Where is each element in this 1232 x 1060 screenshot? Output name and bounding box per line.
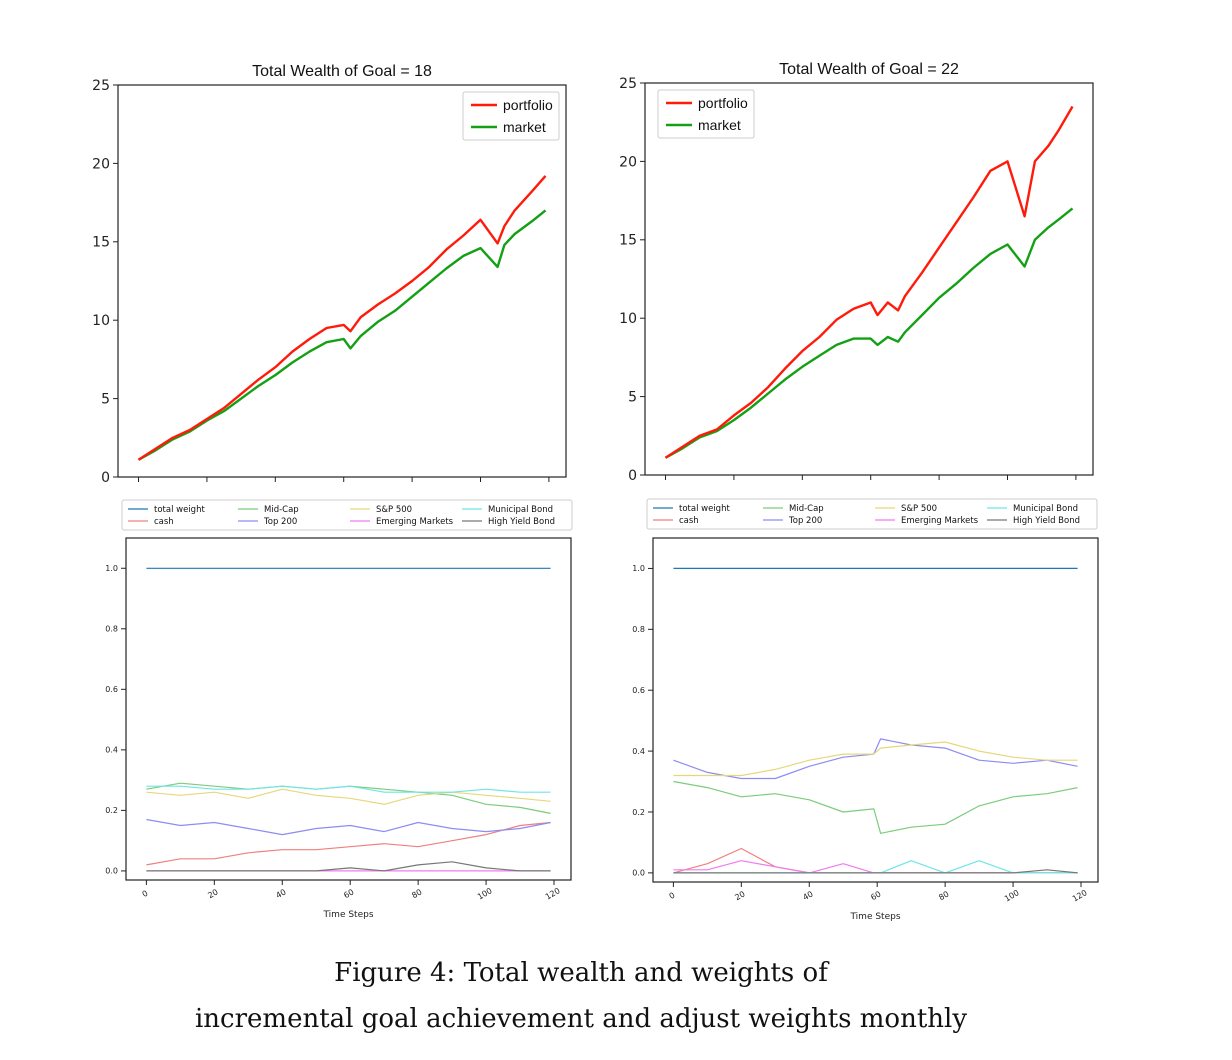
y-tick-label: 0.0 xyxy=(632,869,645,878)
y-tick-label: 0.0 xyxy=(105,867,118,876)
y-tick-label: 15 xyxy=(92,235,110,251)
chart-2: Total Wealth of Goal = 22 0 5 10 15 20 25 portf… xyxy=(619,61,1094,484)
y-tick-label: 15 xyxy=(619,233,637,249)
y-tick-label: 0.2 xyxy=(632,808,645,817)
x-tick-label: 80 xyxy=(410,887,423,900)
series-line-market xyxy=(664,207,1074,459)
y-tick-label: 0.6 xyxy=(632,686,645,695)
x-axis-label: Time Steps xyxy=(849,912,900,922)
y-tick-label: 0 xyxy=(101,470,110,486)
chart-legend: portfolio market xyxy=(462,91,560,141)
legend-label: Mid-Cap xyxy=(789,504,824,514)
legend-label: Municipal Bond xyxy=(488,505,553,515)
legend-label: High Yield Bond xyxy=(1013,516,1080,526)
legend-label: portfolio xyxy=(503,97,553,113)
y-tick-label: 0 xyxy=(628,468,637,484)
y-tick-label: 0.4 xyxy=(632,747,645,756)
y-tick-label: 1.0 xyxy=(105,564,118,573)
chart-4: 0.0 0.2 0.4 0.6 0.8 1.0 0 20 40 60 80 100 120 Time St… xyxy=(632,498,1099,922)
series-line-high-yield-bond xyxy=(146,861,551,872)
y-tick-label: 25 xyxy=(92,78,110,94)
y-tick-label: 0.2 xyxy=(105,806,118,815)
legend-label: Mid-Cap xyxy=(264,505,299,515)
y-tick-label: 10 xyxy=(619,311,637,327)
chart-3: 0.0 0.2 0.4 0.6 0.8 1.0 0 20 40 60 80 100 120 Time St… xyxy=(105,499,573,920)
x-tick-label: 0 xyxy=(141,889,150,899)
x-tick-label: 40 xyxy=(274,887,287,900)
legend-label: S&P 500 xyxy=(376,505,412,515)
legend-box xyxy=(121,499,573,531)
series-line-cash xyxy=(146,821,551,866)
plot-frame xyxy=(125,537,572,881)
plot-frame xyxy=(644,82,1094,476)
y-tick-label: 25 xyxy=(619,76,637,92)
plot-frame xyxy=(117,84,567,478)
x-tick-label: 120 xyxy=(1071,888,1089,903)
series-line-municipal-bond xyxy=(146,785,551,793)
y-tick-label: 5 xyxy=(101,392,110,408)
legend-label: market xyxy=(698,117,741,133)
legend-label: total weight xyxy=(154,505,205,515)
y-tick-label: 0.4 xyxy=(105,746,118,755)
y-tick-label: 0.8 xyxy=(105,625,118,634)
y-tick-label: 10 xyxy=(92,313,110,329)
legend-label: Emerging Markets xyxy=(901,516,979,526)
x-tick-label: 60 xyxy=(869,889,882,902)
y-tick-label: 20 xyxy=(92,156,110,172)
series-line-mid-cap xyxy=(673,780,1078,834)
x-axis-label: Time Steps xyxy=(322,910,373,920)
series-line-cash xyxy=(673,847,1078,874)
series-line-s-p-500 xyxy=(673,741,1078,777)
chart-title: Total Wealth of Goal = 22 xyxy=(779,61,959,78)
y-tick-label: 5 xyxy=(628,390,637,406)
x-tick-label: 80 xyxy=(937,889,950,902)
legend-label: High Yield Bond xyxy=(488,517,555,527)
x-tick-label: 40 xyxy=(801,889,814,902)
chart-legend: portfolio market xyxy=(657,89,755,139)
series-line-top-200 xyxy=(673,738,1078,780)
series-line-portfolio xyxy=(137,175,547,461)
legend-label: cash xyxy=(154,517,174,527)
legend-label: Top 200 xyxy=(788,516,822,526)
chart-1: Total Wealth of Goal = 18 0 5 10 15 20 25 portf… xyxy=(92,63,567,486)
y-tick-label: 20 xyxy=(619,154,637,170)
x-tick-label: 20 xyxy=(733,889,746,902)
series-line-top-200 xyxy=(146,818,551,836)
chart-title: Total Wealth of Goal = 18 xyxy=(252,63,432,80)
y-tick-label: 0.6 xyxy=(105,685,118,694)
x-tick-label: 20 xyxy=(206,887,219,900)
series-line-market xyxy=(137,209,547,461)
figure-canvas: Total Wealth of Goal = 18 0 5 10 15 20 25 portf… xyxy=(92,61,1099,922)
chart-legend: total weight cash Mid-Cap Top 200 S&P 500 Eme… xyxy=(646,498,1098,530)
chart-legend: total weight cash Mid-Cap Top 200 S&P 500 Eme… xyxy=(121,499,573,531)
legend-label: Top 200 xyxy=(263,517,297,527)
series-line-high-yield-bond xyxy=(673,869,1078,874)
legend-label: Municipal Bond xyxy=(1013,504,1078,514)
x-tick-label: 100 xyxy=(1003,888,1021,903)
legend-label: market xyxy=(503,119,546,135)
figure-caption-line-2: incremental goal achievement and adjust … xyxy=(194,1004,968,1034)
legend-label: Emerging Markets xyxy=(376,517,454,527)
x-tick-label: 100 xyxy=(476,886,494,901)
legend-label: portfolio xyxy=(698,95,748,111)
y-tick-label: 0.8 xyxy=(632,625,645,634)
plot-frame xyxy=(652,537,1099,883)
y-tick-label: 1.0 xyxy=(632,564,645,573)
series-line-s-p-500 xyxy=(146,788,551,805)
legend-label: cash xyxy=(679,516,699,526)
x-tick-label: 60 xyxy=(342,887,355,900)
x-tick-label: 0 xyxy=(668,891,677,901)
legend-label: total weight xyxy=(679,504,730,514)
figure-caption-line-1: Figure 4: Total wealth and weights of xyxy=(334,958,828,988)
legend-box xyxy=(646,498,1098,530)
series-line-portfolio xyxy=(664,105,1074,459)
x-tick-label: 120 xyxy=(544,886,562,901)
legend-label: S&P 500 xyxy=(901,504,937,514)
series-line-emerging-markets xyxy=(673,860,1078,874)
